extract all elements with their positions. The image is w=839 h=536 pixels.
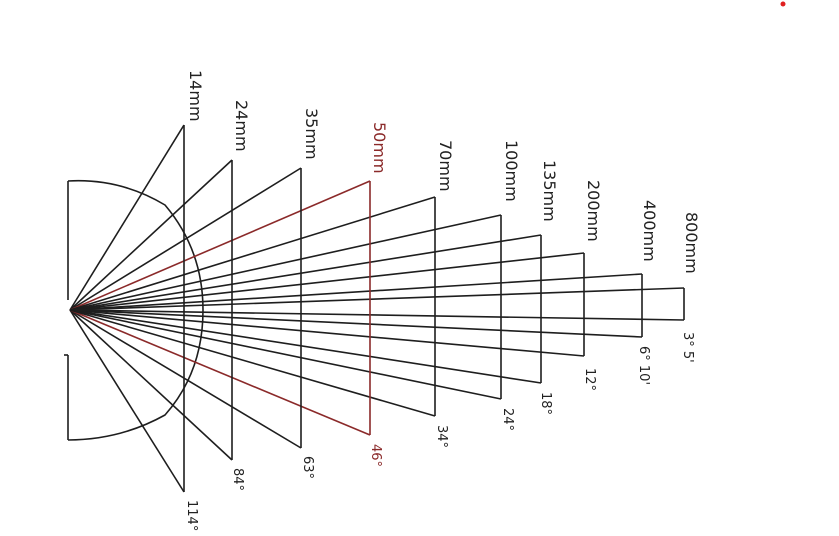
fov-rays [69, 124, 685, 493]
lens-labels: 14mm 24mm 35mm 50mm 70mm 100mm 135mm 200mm 400mm… [186, 70, 701, 274]
red-dot-marker [780, 1, 786, 7]
ray-50mm-bottom [69, 309, 371, 436]
angle-label-400mm: 6° 10' [636, 346, 651, 385]
lens-label-70mm: 70mm [436, 140, 455, 192]
ray-70mm-top [69, 196, 436, 311]
lens-label-400mm: 400mm [640, 200, 659, 262]
ray-70mm-bottom [69, 309, 436, 417]
ray-100mm-bottom [69, 309, 502, 400]
ray-800mm-bottom [69, 309, 685, 321]
ray-135mm-top [69, 234, 542, 311]
angle-label-70mm: 34° [434, 425, 449, 448]
ray-14mm-top [69, 124, 185, 311]
angle-label-14mm: 114° [184, 500, 199, 531]
ray-35mm-bottom [69, 309, 302, 449]
ray-200mm-top [69, 252, 585, 311]
angle-label-135mm: 18° [538, 392, 553, 415]
field-arc [67, 179, 204, 441]
sensor-arc [64, 179, 204, 441]
angle-label-24mm: 84° [230, 468, 245, 491]
lens-label-24mm: 24mm [232, 100, 251, 152]
lens-label-135mm: 135mm [540, 160, 559, 222]
fov-bars [183, 125, 685, 492]
lens-label-100mm: 100mm [502, 140, 521, 202]
ray-400mm-bottom [69, 309, 643, 338]
lens-label-35mm: 35mm [302, 108, 321, 160]
lens-label-200mm: 200mm [584, 180, 603, 242]
ray-35mm-top [69, 167, 302, 311]
angle-label-200mm: 12° [582, 368, 597, 391]
angle-label-35mm: 63° [300, 456, 315, 479]
lens-label-800mm: 800mm [682, 212, 701, 274]
ray-100mm-top [69, 214, 502, 311]
ray-200mm-bottom [69, 309, 585, 357]
ray-135mm-bottom [69, 309, 542, 384]
angle-labels: 114° 84° 63° 46° 34° 24° 18° 12° 6° 10' 3° 5' [184, 332, 695, 531]
ray-14mm-bottom [69, 309, 185, 493]
angle-label-50mm: 46° [368, 444, 383, 467]
ray-800mm-top [69, 287, 685, 311]
angle-label-100mm: 24° [500, 408, 515, 431]
ray-24mm-bottom [69, 309, 233, 461]
lens-label-14mm: 14mm [186, 70, 205, 122]
lens-label-50mm: 50mm [370, 122, 389, 174]
ray-50mm-top [69, 180, 371, 311]
ray-400mm-top [69, 273, 643, 311]
angle-label-800mm: 3° 5' [680, 332, 695, 363]
ray-24mm-top [69, 159, 233, 311]
